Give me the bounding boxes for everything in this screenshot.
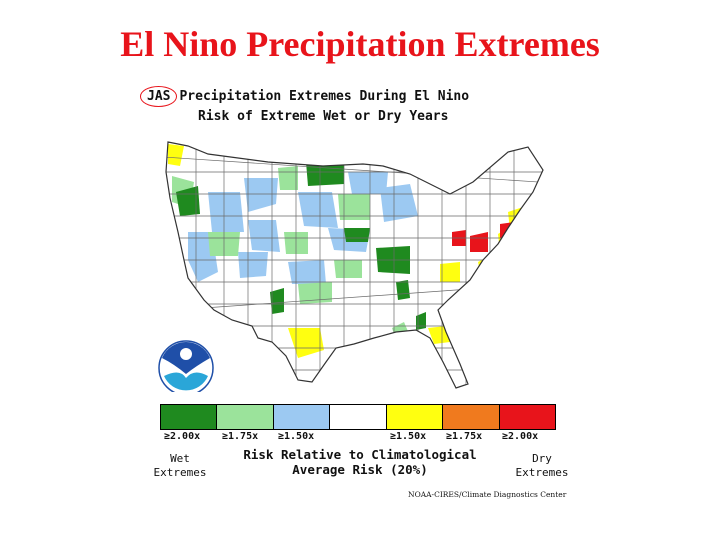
legend-tick-wet-1-50: ≥1.50x (278, 431, 315, 442)
legend-swatch-dry-2-00 (499, 405, 555, 429)
legend-tick-wet-1-75: ≥1.75x (222, 431, 259, 442)
map-heading: JAS Precipitation Extremes During El Nino… (140, 86, 580, 126)
noaa-logo-icon (158, 340, 214, 392)
map-subheading: Risk of Extreme Wet or Dry Years (198, 109, 449, 124)
wet-extremes-label: Wet Extremes (140, 452, 220, 480)
legend-swatch-neutral (330, 405, 387, 429)
legend-swatch-wet-1-50 (273, 405, 331, 429)
wet-label-line2: Extremes (153, 466, 207, 479)
legend-swatch-wet-1-75 (217, 405, 274, 429)
season-label: JAS (140, 86, 178, 107)
slide-title: El Nino Precipitation Extremes (120, 24, 600, 64)
dry-label-line2: Extremes (515, 466, 569, 479)
legend-title: Risk Relative to Climatological Average … (200, 447, 520, 477)
legend-tick-dry-1-75: ≥1.75x (446, 431, 483, 442)
legend-tick-dry-2-00: ≥2.00x (502, 431, 539, 442)
us-climate-division-map (158, 141, 544, 392)
credit-line: NOAA-CIRES/Climate Diagnostics Center (408, 490, 567, 499)
legend-title-line2: Average Risk (20%) (292, 462, 428, 477)
dry-label-line1: Dry (532, 452, 552, 465)
legend-tick-wet-2-00: ≥2.00x (164, 431, 201, 442)
map-regions (166, 142, 543, 388)
map-heading-text: Precipitation Extremes During El Nino (179, 89, 470, 104)
wet-label-line1: Wet (170, 452, 190, 465)
dry-extremes-label: Dry Extremes (502, 452, 582, 480)
legend-tick-dry-1-50: ≥1.50x (390, 431, 427, 442)
legend-swatch-dry-1-50 (386, 405, 444, 429)
legend-swatch-dry-1-75 (443, 405, 500, 429)
us-outline (165, 141, 544, 389)
legend-title-line1: Risk Relative to Climatological (243, 447, 477, 462)
legend-swatch-wet-2-00 (161, 405, 218, 429)
legend-color-bar (160, 404, 556, 430)
